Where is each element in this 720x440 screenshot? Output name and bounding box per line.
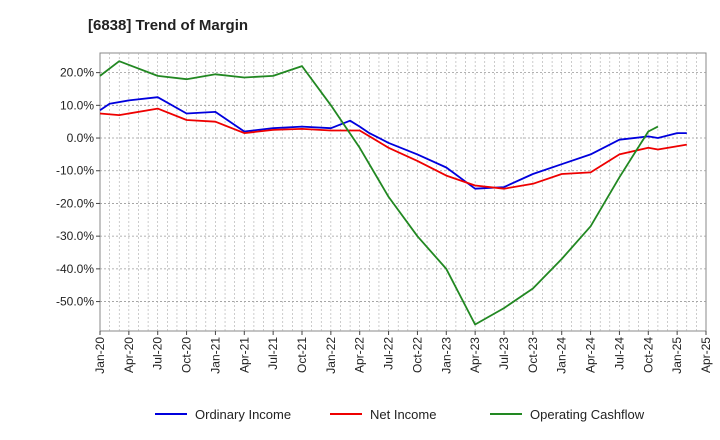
grid-lines <box>100 53 706 331</box>
x-tick-label: Jul-24 <box>612 337 626 370</box>
x-tick-label: Jan-20 <box>93 337 107 374</box>
x-tick-label: Jan-24 <box>555 337 569 374</box>
series-line-operating-cashflow <box>99 60 659 326</box>
x-tick-label: Jan-22 <box>324 337 338 374</box>
y-tick-label: -50.0% <box>56 295 94 309</box>
x-tick-label: Apr-25 <box>699 337 713 373</box>
x-tick-label: Apr-20 <box>122 337 136 373</box>
x-tick-label: Jul-21 <box>266 337 280 370</box>
legend-label: Net Income <box>370 407 436 422</box>
y-tick-label: -20.0% <box>56 196 94 210</box>
x-tick-label: Oct-24 <box>641 337 655 373</box>
x-tick-label: Oct-22 <box>410 337 424 373</box>
plot-area <box>99 52 707 332</box>
x-tick-label: Apr-23 <box>468 337 482 373</box>
x-tick-label: Jul-20 <box>151 337 165 370</box>
x-axis-ticks: Jan-20 Apr-20 Jul-20 Oct-20 Jan-21 Apr-21 Jul-… <box>93 331 713 374</box>
legend-label: Operating Cashflow <box>530 407 645 422</box>
chart-title: [6838] Trend of Margin <box>88 17 248 34</box>
x-tick-label: Jul-22 <box>382 337 396 370</box>
x-tick-label: Oct-21 <box>295 337 309 373</box>
series-line-ordinary-income <box>99 96 687 190</box>
y-tick-label: 0.0% <box>67 131 95 145</box>
legend-label: Ordinary Income <box>195 407 291 422</box>
y-axis-ticks: 20.0% 10.0% 0.0% -10.0% -20.0% -30.0% -40.0% -5… <box>56 66 100 309</box>
series-line-net-income <box>99 107 687 190</box>
y-tick-label: -10.0% <box>56 164 94 178</box>
x-tick-label: Apr-21 <box>237 337 251 373</box>
x-tick-label: Oct-20 <box>180 337 194 373</box>
x-tick-label: Apr-24 <box>584 337 598 373</box>
y-tick-label: 10.0% <box>60 98 94 112</box>
x-tick-label: Jan-23 <box>439 337 453 374</box>
y-tick-label: -40.0% <box>56 262 94 276</box>
y-tick-label: -30.0% <box>56 229 94 243</box>
legend: Ordinary Income Net Income Operating Cashf… <box>155 407 645 422</box>
y-tick-label: 20.0% <box>60 66 94 80</box>
x-tick-label: Apr-22 <box>353 337 367 373</box>
x-tick-label: Oct-23 <box>526 337 540 373</box>
x-tick-label: Jan-25 <box>670 337 684 374</box>
x-tick-label: Jul-23 <box>497 337 511 370</box>
series-lines <box>99 60 687 326</box>
x-tick-label: Jan-21 <box>208 337 222 374</box>
